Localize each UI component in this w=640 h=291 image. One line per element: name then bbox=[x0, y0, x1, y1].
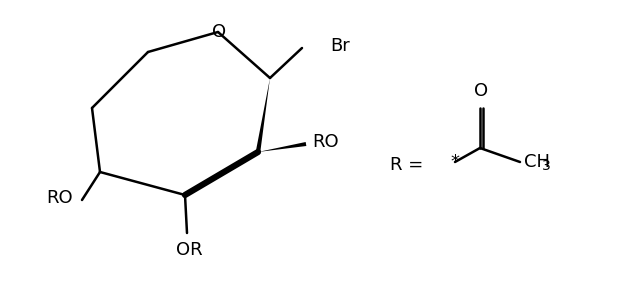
Polygon shape bbox=[256, 78, 270, 152]
Text: O: O bbox=[212, 23, 226, 41]
Text: O: O bbox=[474, 82, 488, 100]
Text: CH: CH bbox=[524, 153, 550, 171]
Text: OR: OR bbox=[176, 241, 202, 259]
Text: *: * bbox=[451, 153, 460, 171]
Text: RO: RO bbox=[312, 133, 339, 151]
Text: RO: RO bbox=[46, 189, 72, 207]
Polygon shape bbox=[258, 142, 307, 152]
Text: Br: Br bbox=[330, 37, 349, 55]
Text: 3: 3 bbox=[542, 159, 551, 173]
Text: R =: R = bbox=[390, 156, 423, 174]
